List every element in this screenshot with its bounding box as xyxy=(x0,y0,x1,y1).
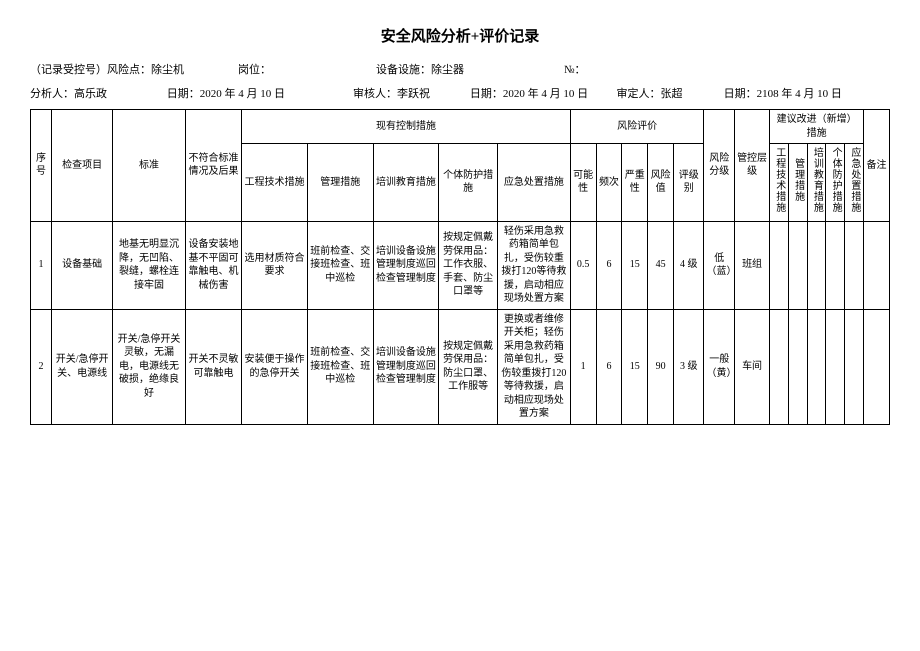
cell: 开关/急停开关、电源线 xyxy=(52,309,113,424)
h-note: 备注 xyxy=(864,110,890,222)
cell: 15 xyxy=(622,221,648,309)
meta-equip: 设备设施：除尘器 xyxy=(376,61,556,77)
cell: 开关不灵敏可靠触电 xyxy=(185,309,241,424)
cell: 车间 xyxy=(734,309,769,424)
cell: 6 xyxy=(596,221,622,309)
h-sug-train: 培训教育措施 xyxy=(807,144,826,222)
cell: 更换或者维修开关柜；轻伤采用急救药箱简单包扎，受伤较重拨打120等待救援，启动相… xyxy=(497,309,570,424)
cell xyxy=(864,309,890,424)
h-riskeval: 风险评价 xyxy=(570,110,704,144)
h-ctrl: 管控层级 xyxy=(734,110,769,222)
cell: 按规定佩戴劳保用品：工作衣服、手套、防尘口罩等 xyxy=(439,221,498,309)
h-train: 培训教育措施 xyxy=(373,144,439,222)
cell xyxy=(807,221,826,309)
cell: 0.5 xyxy=(570,221,596,309)
cell: 班前检查、交接班检查、班中巡检 xyxy=(307,309,373,424)
cell: 低（蓝） xyxy=(704,221,735,309)
meta-date2: 日期：2020 年 4 月 10 日 xyxy=(470,85,609,101)
meta-record: （记录受控号）风险点：除尘机 xyxy=(30,61,230,77)
cell: 班前检查、交接班检查、班中巡检 xyxy=(307,221,373,309)
h-sug-emg: 应急处置措施 xyxy=(845,144,864,222)
cell: 6 xyxy=(596,309,622,424)
h-lvl: 评级别 xyxy=(673,144,704,222)
cell xyxy=(864,221,890,309)
cell xyxy=(788,309,807,424)
cell: 一般（黄） xyxy=(704,309,735,424)
h-poss: 可能性 xyxy=(570,144,596,222)
cell: 1 xyxy=(570,309,596,424)
h-std: 标准 xyxy=(113,110,186,222)
header-row-1: 序号 检查项目 标准 不符合标准情况及后果 现有控制措施 风险评价 风险分级 管… xyxy=(31,110,890,144)
cell: 按规定佩戴劳保用品：防尘口罩、工作服等 xyxy=(439,309,498,424)
h-seq: 序号 xyxy=(31,110,52,222)
cell: 45 xyxy=(648,221,674,309)
h-ppe: 个体防护措施 xyxy=(439,144,498,222)
cell: 3 级 xyxy=(673,309,704,424)
cell xyxy=(807,309,826,424)
meta-no: №： xyxy=(564,61,586,77)
cell xyxy=(770,221,789,309)
h-sug-eng: 工程技术措施 xyxy=(770,144,789,222)
cell: 培训设备设施管理制度巡回检查管理制度 xyxy=(373,221,439,309)
h-mgmt: 管理措施 xyxy=(307,144,373,222)
cell: 4 级 xyxy=(673,221,704,309)
cell: 2 xyxy=(31,309,52,424)
h-sug-mgmt: 管理措施 xyxy=(788,144,807,222)
cell xyxy=(770,309,789,424)
cell: 选用材质符合要求 xyxy=(242,221,308,309)
cell: 开关/急停开关灵敏，无漏电，电源线无破损，绝缘良好 xyxy=(113,309,186,424)
cell xyxy=(788,221,807,309)
meta-post: 岗位： xyxy=(238,61,368,77)
cell: 安装便于操作的急停开关 xyxy=(242,309,308,424)
risk-table: 序号 检查项目 标准 不符合标准情况及后果 现有控制措施 风险评价 风险分级 管… xyxy=(30,109,890,425)
doc-title: 安全风险分析+评价记录 xyxy=(30,25,890,46)
cell: 班组 xyxy=(734,221,769,309)
h-freq: 频次 xyxy=(596,144,622,222)
meta-reviewer: 审核人：李跃祝 xyxy=(353,85,462,101)
meta-approver: 审定人：张超 xyxy=(617,85,716,101)
cell: 培训设备设施管理制度巡回检查管理制度 xyxy=(373,309,439,424)
meta-date1: 日期：2020 年 4 月 10 日 xyxy=(167,85,345,101)
cell: 轻伤采用急救药箱简单包扎，受伤较重拨打120等待救援，启动相应现场处置方案 xyxy=(497,221,570,309)
h-item: 检查项目 xyxy=(52,110,113,222)
cell xyxy=(826,309,845,424)
cell: 90 xyxy=(648,309,674,424)
table-row: 2开关/急停开关、电源线开关/急停开关灵敏，无漏电，电源线无破损，绝缘良好开关不… xyxy=(31,309,890,424)
meta-analyst: 分析人：高乐政 xyxy=(30,85,159,101)
cell xyxy=(845,309,864,424)
h-sug-ppe: 个体防护措施 xyxy=(826,144,845,222)
cell: 地基无明显沉降，无凹陷、裂缝，螺栓连接牢固 xyxy=(113,221,186,309)
cell: 设备安装地基不平固可靠触电、机械伤害 xyxy=(185,221,241,309)
meta-row-1: （记录受控号）风险点：除尘机 岗位： 设备设施：除尘器 №： xyxy=(30,61,890,77)
h-existing: 现有控制措施 xyxy=(242,110,571,144)
h-grade: 风险分级 xyxy=(704,110,735,222)
cell xyxy=(845,221,864,309)
h-val: 风险值 xyxy=(648,144,674,222)
h-eng: 工程技术措施 xyxy=(242,144,308,222)
h-sev: 严重性 xyxy=(622,144,648,222)
cell: 1 xyxy=(31,221,52,309)
cell: 15 xyxy=(622,309,648,424)
h-emg: 应急处置措施 xyxy=(497,144,570,222)
cell xyxy=(826,221,845,309)
h-suggest: 建议改进（新增）措施 xyxy=(770,110,864,144)
table-row: 1设备基础地基无明显沉降，无凹陷、裂缝，螺栓连接牢固设备安装地基不平固可靠触电、… xyxy=(31,221,890,309)
meta-date3: 日期：2108 年 4 月 10 日 xyxy=(724,85,882,101)
cell: 设备基础 xyxy=(52,221,113,309)
h-noncon: 不符合标准情况及后果 xyxy=(185,110,241,222)
meta-row-2: 分析人：高乐政 日期：2020 年 4 月 10 日 审核人：李跃祝 日期：20… xyxy=(30,85,890,101)
